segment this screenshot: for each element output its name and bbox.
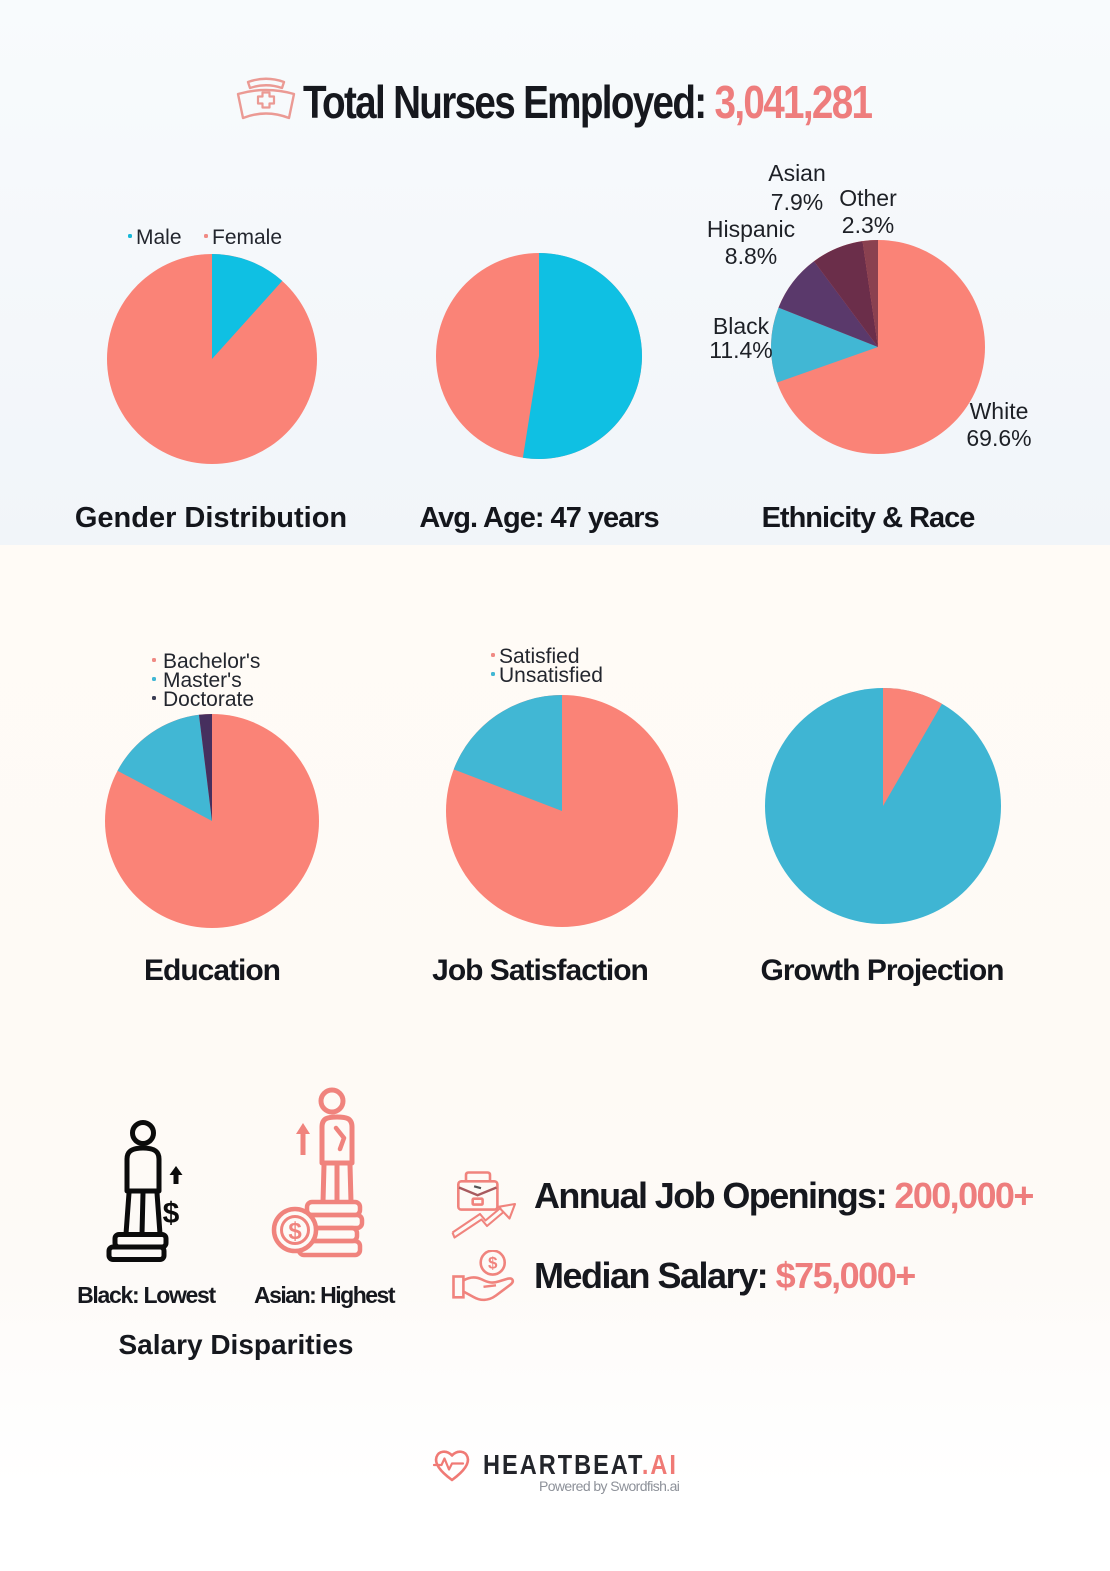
svg-text:$: $: [488, 1254, 498, 1273]
svg-text:$: $: [288, 1218, 302, 1245]
svg-text:$: $: [163, 1197, 180, 1230]
